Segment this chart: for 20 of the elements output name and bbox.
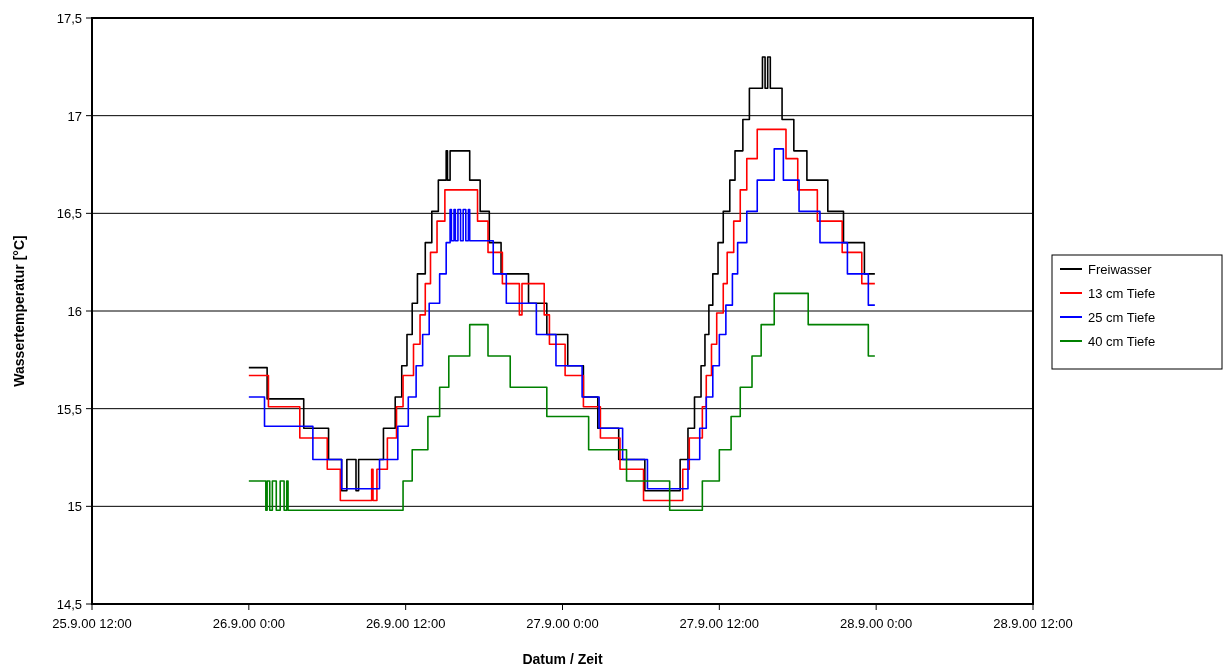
- x-tick-label: 27.9.00 0:00: [526, 616, 599, 631]
- y-tick-label: 15,5: [56, 401, 82, 417]
- x-tick-label: 25.9.00 12:00: [52, 616, 132, 631]
- x-tick-label: 28.9.00 12:00: [993, 616, 1073, 631]
- y-tick-label: 17,5: [56, 11, 82, 26]
- legend-label: Freiwasser: [1088, 262, 1153, 277]
- y-tick-label: 17: [67, 108, 82, 124]
- legend-label: 13 cm Tiefe: [1088, 286, 1156, 301]
- x-axis-title: Datum / Zeit: [522, 651, 603, 667]
- x-tick-label: 28.9.00 0:00: [840, 616, 913, 631]
- x-tick-label: 27.9.00 12:00: [679, 616, 760, 631]
- y-tick-label: 15: [67, 499, 82, 515]
- y-tick-label: 16: [67, 304, 82, 319]
- y-tick-label: 16,5: [56, 206, 82, 222]
- legend-label: 40 cm Tiefe: [1088, 334, 1156, 349]
- x-tick-label: 26.9.00 12:00: [365, 616, 446, 631]
- y-tick-label: 14,5: [56, 597, 82, 612]
- y-axis-title: Wassertemperatur [°C]: [11, 235, 27, 387]
- legend-label: 25 cm Tiefe: [1088, 310, 1156, 325]
- x-tick-label: 26.9.00 0:00: [212, 616, 285, 631]
